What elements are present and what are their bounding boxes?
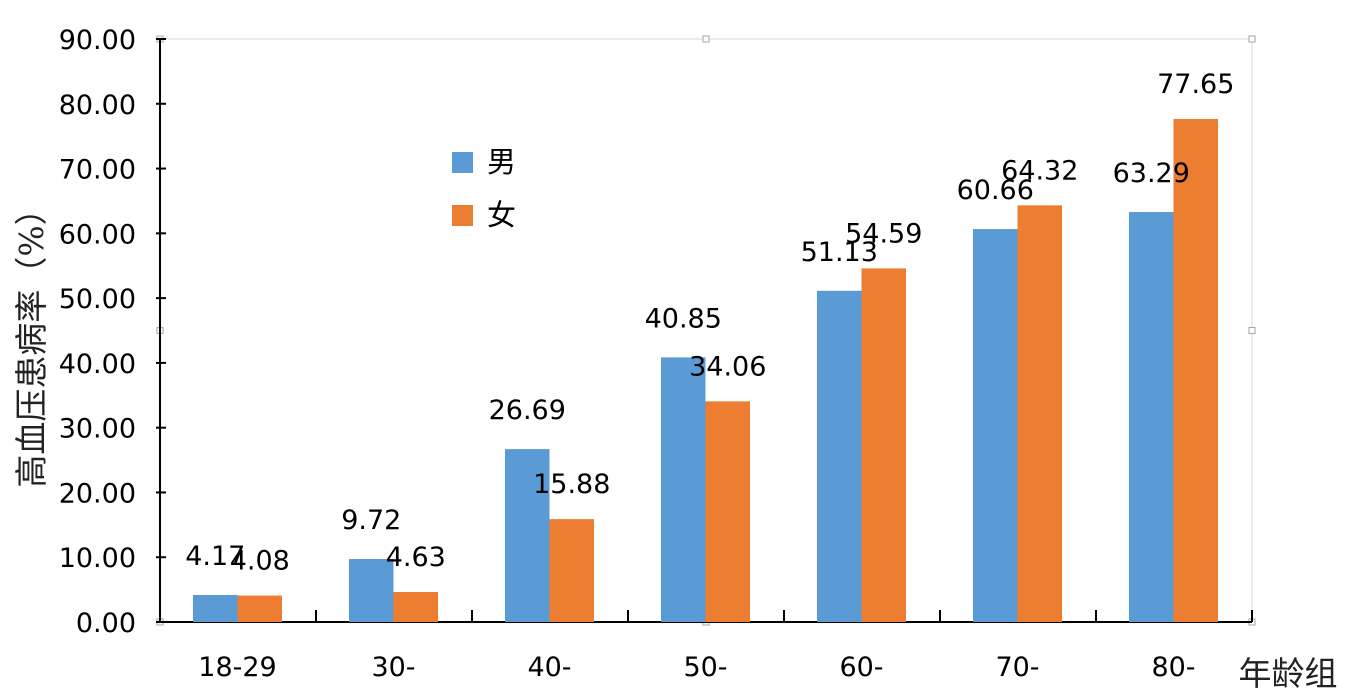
bar <box>1173 119 1218 623</box>
y-tick-label: 90.00 <box>59 25 136 56</box>
data-label: 64.32 <box>1001 155 1078 186</box>
x-tick-label: 80- <box>1151 652 1195 683</box>
bar <box>1017 205 1062 622</box>
x-axis-title: 年龄组 <box>1239 654 1338 693</box>
data-label: 9.72 <box>341 505 401 536</box>
y-axis-title: 高血压患病率（%） <box>12 192 51 487</box>
bar <box>549 519 594 622</box>
legend-label: 男 <box>487 145 516 179</box>
bar <box>861 268 906 622</box>
bar <box>1129 212 1174 623</box>
resize-handle <box>702 35 710 43</box>
y-tick-label: 0.00 <box>76 608 136 639</box>
legend-swatch <box>452 152 473 173</box>
legend: 男女 <box>452 145 516 232</box>
y-tick-label: 50.00 <box>59 284 136 315</box>
data-label: 15.88 <box>533 469 610 500</box>
legend-swatch <box>452 205 473 226</box>
y-tick-label: 10.00 <box>59 543 136 574</box>
x-tick-label: 70- <box>995 652 1039 683</box>
data-label: 51.13 <box>801 237 878 268</box>
data-labels: 4.17 9.72 26.69 40.85 51.13 60.66 63.29 4.08 4.6… <box>185 69 1234 577</box>
data-label: 40.85 <box>645 303 722 334</box>
x-tick-label: 60- <box>839 652 883 683</box>
bar <box>705 401 750 622</box>
resize-handle <box>1248 327 1256 334</box>
bar <box>817 290 862 622</box>
data-label: 77.65 <box>1157 69 1234 100</box>
x-tick-label: 18-29 <box>198 652 276 683</box>
data-label: 63.29 <box>1113 158 1190 189</box>
legend-label: 女 <box>487 198 516 232</box>
y-tick-label: 70.00 <box>59 155 136 186</box>
data-label: 26.69 <box>489 395 566 426</box>
data-label: 4.08 <box>230 546 290 577</box>
bar <box>193 594 238 622</box>
y-tick-label: 80.00 <box>59 90 136 121</box>
data-label: 60.66 <box>957 175 1034 206</box>
x-tick-label: 40- <box>527 652 571 683</box>
resize-handle <box>1248 35 1256 43</box>
bar <box>661 357 706 622</box>
bar <box>237 595 282 622</box>
data-label: 4.17 <box>185 541 245 572</box>
bar <box>393 592 438 622</box>
y-tick-label: 40.00 <box>59 349 136 380</box>
bar <box>973 229 1018 623</box>
data-label: 4.63 <box>386 542 446 573</box>
x-tick-label: 50- <box>683 652 727 683</box>
y-axis: 0.00 10.00 20.00 30.00 40.00 50.00 60.00 70.00 8… <box>59 25 166 639</box>
data-label: 34.06 <box>689 351 766 382</box>
data-label: 54.59 <box>845 218 922 249</box>
y-tick-label: 30.00 <box>59 414 136 445</box>
y-tick-label: 20.00 <box>59 478 136 509</box>
bar <box>349 559 394 622</box>
y-tick-label: 60.00 <box>59 219 136 250</box>
x-tick-label: 30- <box>371 652 415 683</box>
bars <box>193 119 1218 623</box>
bar <box>505 449 550 622</box>
